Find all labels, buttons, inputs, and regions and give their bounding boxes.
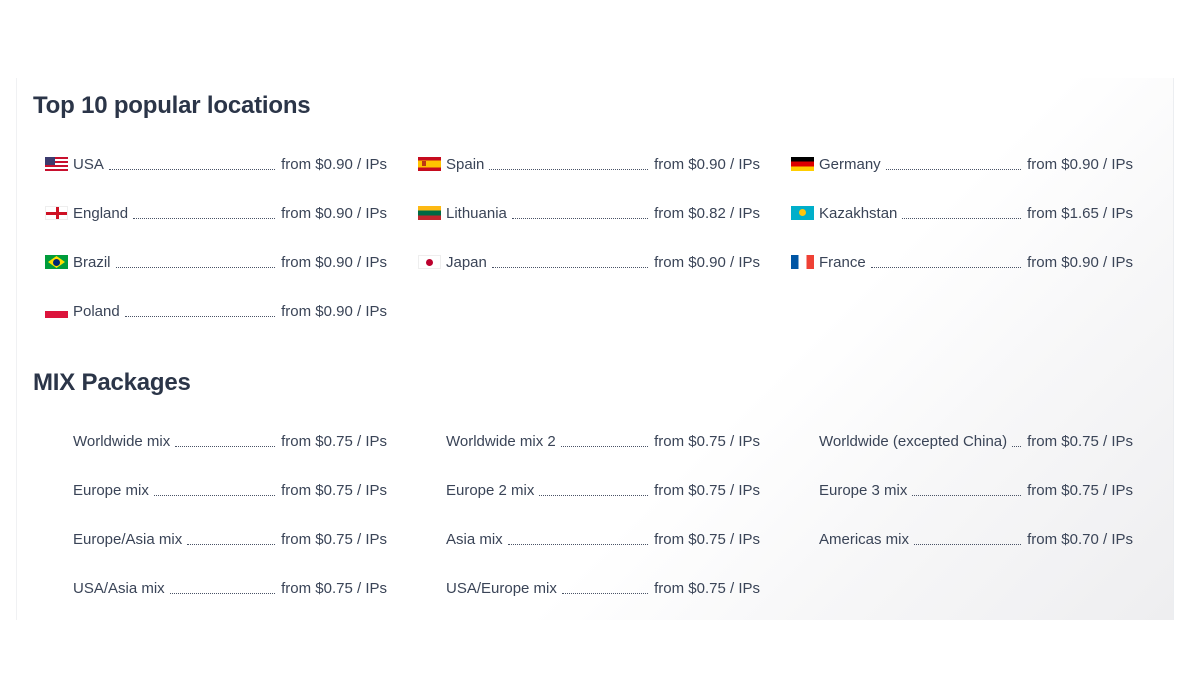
location-price: from $0.90 / IPs	[281, 253, 387, 271]
mix-row-europe-asia[interactable]: Europe/Asia mix from $0.75 / IPs	[45, 528, 387, 550]
dot-leader	[153, 495, 276, 496]
dot-leader	[870, 267, 1022, 268]
dot-leader	[539, 495, 649, 496]
mix-name: Worldwide (excepted China)	[819, 432, 1008, 450]
mix-price: from $0.75 / IPs	[281, 432, 387, 450]
us-flag-icon	[45, 157, 68, 171]
mix-packages-list: Worldwide mix from $0.75 / IPs Worldwide…	[45, 430, 1133, 626]
dot-leader	[491, 267, 649, 268]
dot-leader	[175, 446, 276, 447]
location-name: France	[819, 253, 866, 271]
dot-leader	[885, 169, 1022, 170]
location-row-usa[interactable]: USA from $0.90 / IPs	[45, 153, 387, 175]
mix-row-europe-3[interactable]: Europe 3 mix from $0.75 / IPs	[791, 479, 1133, 501]
mix-name: Europe 3 mix	[819, 481, 908, 499]
lt-flag-icon	[418, 206, 441, 220]
dot-leader	[108, 169, 276, 170]
location-price: from $0.90 / IPs	[1027, 253, 1133, 271]
dot-leader	[902, 218, 1022, 219]
dot-leader	[561, 593, 649, 594]
dot-leader	[187, 544, 276, 545]
location-row-spain[interactable]: Spain from $0.90 / IPs	[418, 153, 760, 175]
mix-row-usa-asia[interactable]: USA/Asia mix from $0.75 / IPs	[45, 577, 387, 599]
mix-price: from $0.75 / IPs	[281, 530, 387, 548]
location-name: USA	[73, 155, 104, 173]
location-row-england[interactable]: England from $0.90 / IPs	[45, 202, 387, 224]
dot-leader	[507, 544, 649, 545]
mix-name: Americas mix	[819, 530, 910, 548]
location-row-germany[interactable]: Germany from $0.90 / IPs	[791, 153, 1133, 175]
mix-row-worldwide[interactable]: Worldwide mix from $0.75 / IPs	[45, 430, 387, 452]
dot-leader	[124, 316, 276, 317]
mix-name: Europe 2 mix	[446, 481, 535, 499]
mix-price: from $0.75 / IPs	[654, 481, 760, 499]
mix-price: from $0.75 / IPs	[654, 530, 760, 548]
mix-name: Europe mix	[73, 481, 149, 499]
mix-name: Asia mix	[446, 530, 503, 548]
dot-leader	[489, 169, 649, 170]
mix-packages-title: MIX Packages	[33, 369, 191, 396]
location-price: from $0.90 / IPs	[281, 302, 387, 320]
fr-flag-icon	[791, 255, 814, 269]
br-flag-icon	[45, 255, 68, 269]
pricing-card: Top 10 popular locations USA from $0.90 …	[16, 78, 1174, 620]
dot-leader	[1012, 446, 1022, 447]
location-price: from $1.65 / IPs	[1027, 204, 1133, 222]
mix-name: USA/Asia mix	[73, 579, 165, 597]
mix-row-worldwide-2[interactable]: Worldwide mix 2 from $0.75 / IPs	[418, 430, 760, 452]
mix-name: Europe/Asia mix	[73, 530, 183, 548]
location-price: from $0.90 / IPs	[1027, 155, 1133, 173]
pl-flag-icon	[45, 304, 68, 318]
dot-leader	[169, 593, 276, 594]
dot-leader	[912, 495, 1022, 496]
mix-name: USA/Europe mix	[446, 579, 557, 597]
location-name: Germany	[819, 155, 881, 173]
dot-leader	[511, 218, 649, 219]
mix-row-europe[interactable]: Europe mix from $0.75 / IPs	[45, 479, 387, 501]
location-price: from $0.90 / IPs	[281, 155, 387, 173]
mix-name: Worldwide mix	[73, 432, 171, 450]
location-name: Japan	[446, 253, 487, 271]
mix-price: from $0.75 / IPs	[1027, 432, 1133, 450]
location-row-japan[interactable]: Japan from $0.90 / IPs	[418, 251, 760, 273]
mix-price: from $0.70 / IPs	[1027, 530, 1133, 548]
location-price: from $0.90 / IPs	[654, 253, 760, 271]
mix-row-worldwide-excepted-china[interactable]: Worldwide (excepted China) from $0.75 / …	[791, 430, 1133, 452]
location-price: from $0.90 / IPs	[281, 204, 387, 222]
dot-leader	[115, 267, 276, 268]
top-locations-list: USA from $0.90 / IPs Spain from $0.90 / …	[45, 153, 1133, 349]
location-price: from $0.82 / IPs	[654, 204, 760, 222]
location-row-lithuania[interactable]: Lithuania from $0.82 / IPs	[418, 202, 760, 224]
dot-leader	[560, 446, 649, 447]
location-name: Brazil	[73, 253, 111, 271]
mix-name: Worldwide mix 2	[446, 432, 556, 450]
mix-row-asia[interactable]: Asia mix from $0.75 / IPs	[418, 528, 760, 550]
mix-price: from $0.75 / IPs	[654, 579, 760, 597]
location-name: Spain	[446, 155, 485, 173]
dot-leader	[133, 218, 276, 219]
mix-row-europe-2[interactable]: Europe 2 mix from $0.75 / IPs	[418, 479, 760, 501]
location-name: Kazakhstan	[819, 204, 898, 222]
location-row-brazil[interactable]: Brazil from $0.90 / IPs	[45, 251, 387, 273]
gb-eng-flag-icon	[45, 206, 68, 220]
mix-price: from $0.75 / IPs	[1027, 481, 1133, 499]
top-locations-title: Top 10 popular locations	[33, 92, 311, 119]
mix-price: from $0.75 / IPs	[654, 432, 760, 450]
mix-row-americas[interactable]: Americas mix from $0.70 / IPs	[791, 528, 1133, 550]
location-row-poland[interactable]: Poland from $0.90 / IPs	[45, 300, 387, 322]
mix-price: from $0.75 / IPs	[281, 481, 387, 499]
mix-price: from $0.75 / IPs	[281, 579, 387, 597]
location-row-kazakhstan[interactable]: Kazakhstan from $1.65 / IPs	[791, 202, 1133, 224]
location-price: from $0.90 / IPs	[654, 155, 760, 173]
location-name: England	[73, 204, 129, 222]
location-row-france[interactable]: France from $0.90 / IPs	[791, 251, 1133, 273]
kz-flag-icon	[791, 206, 814, 220]
mix-row-usa-europe[interactable]: USA/Europe mix from $0.75 / IPs	[418, 577, 760, 599]
de-flag-icon	[791, 157, 814, 171]
jp-flag-icon	[418, 255, 441, 269]
es-flag-icon	[418, 157, 441, 171]
dot-leader	[914, 544, 1022, 545]
location-name: Lithuania	[446, 204, 507, 222]
location-name: Poland	[73, 302, 120, 320]
